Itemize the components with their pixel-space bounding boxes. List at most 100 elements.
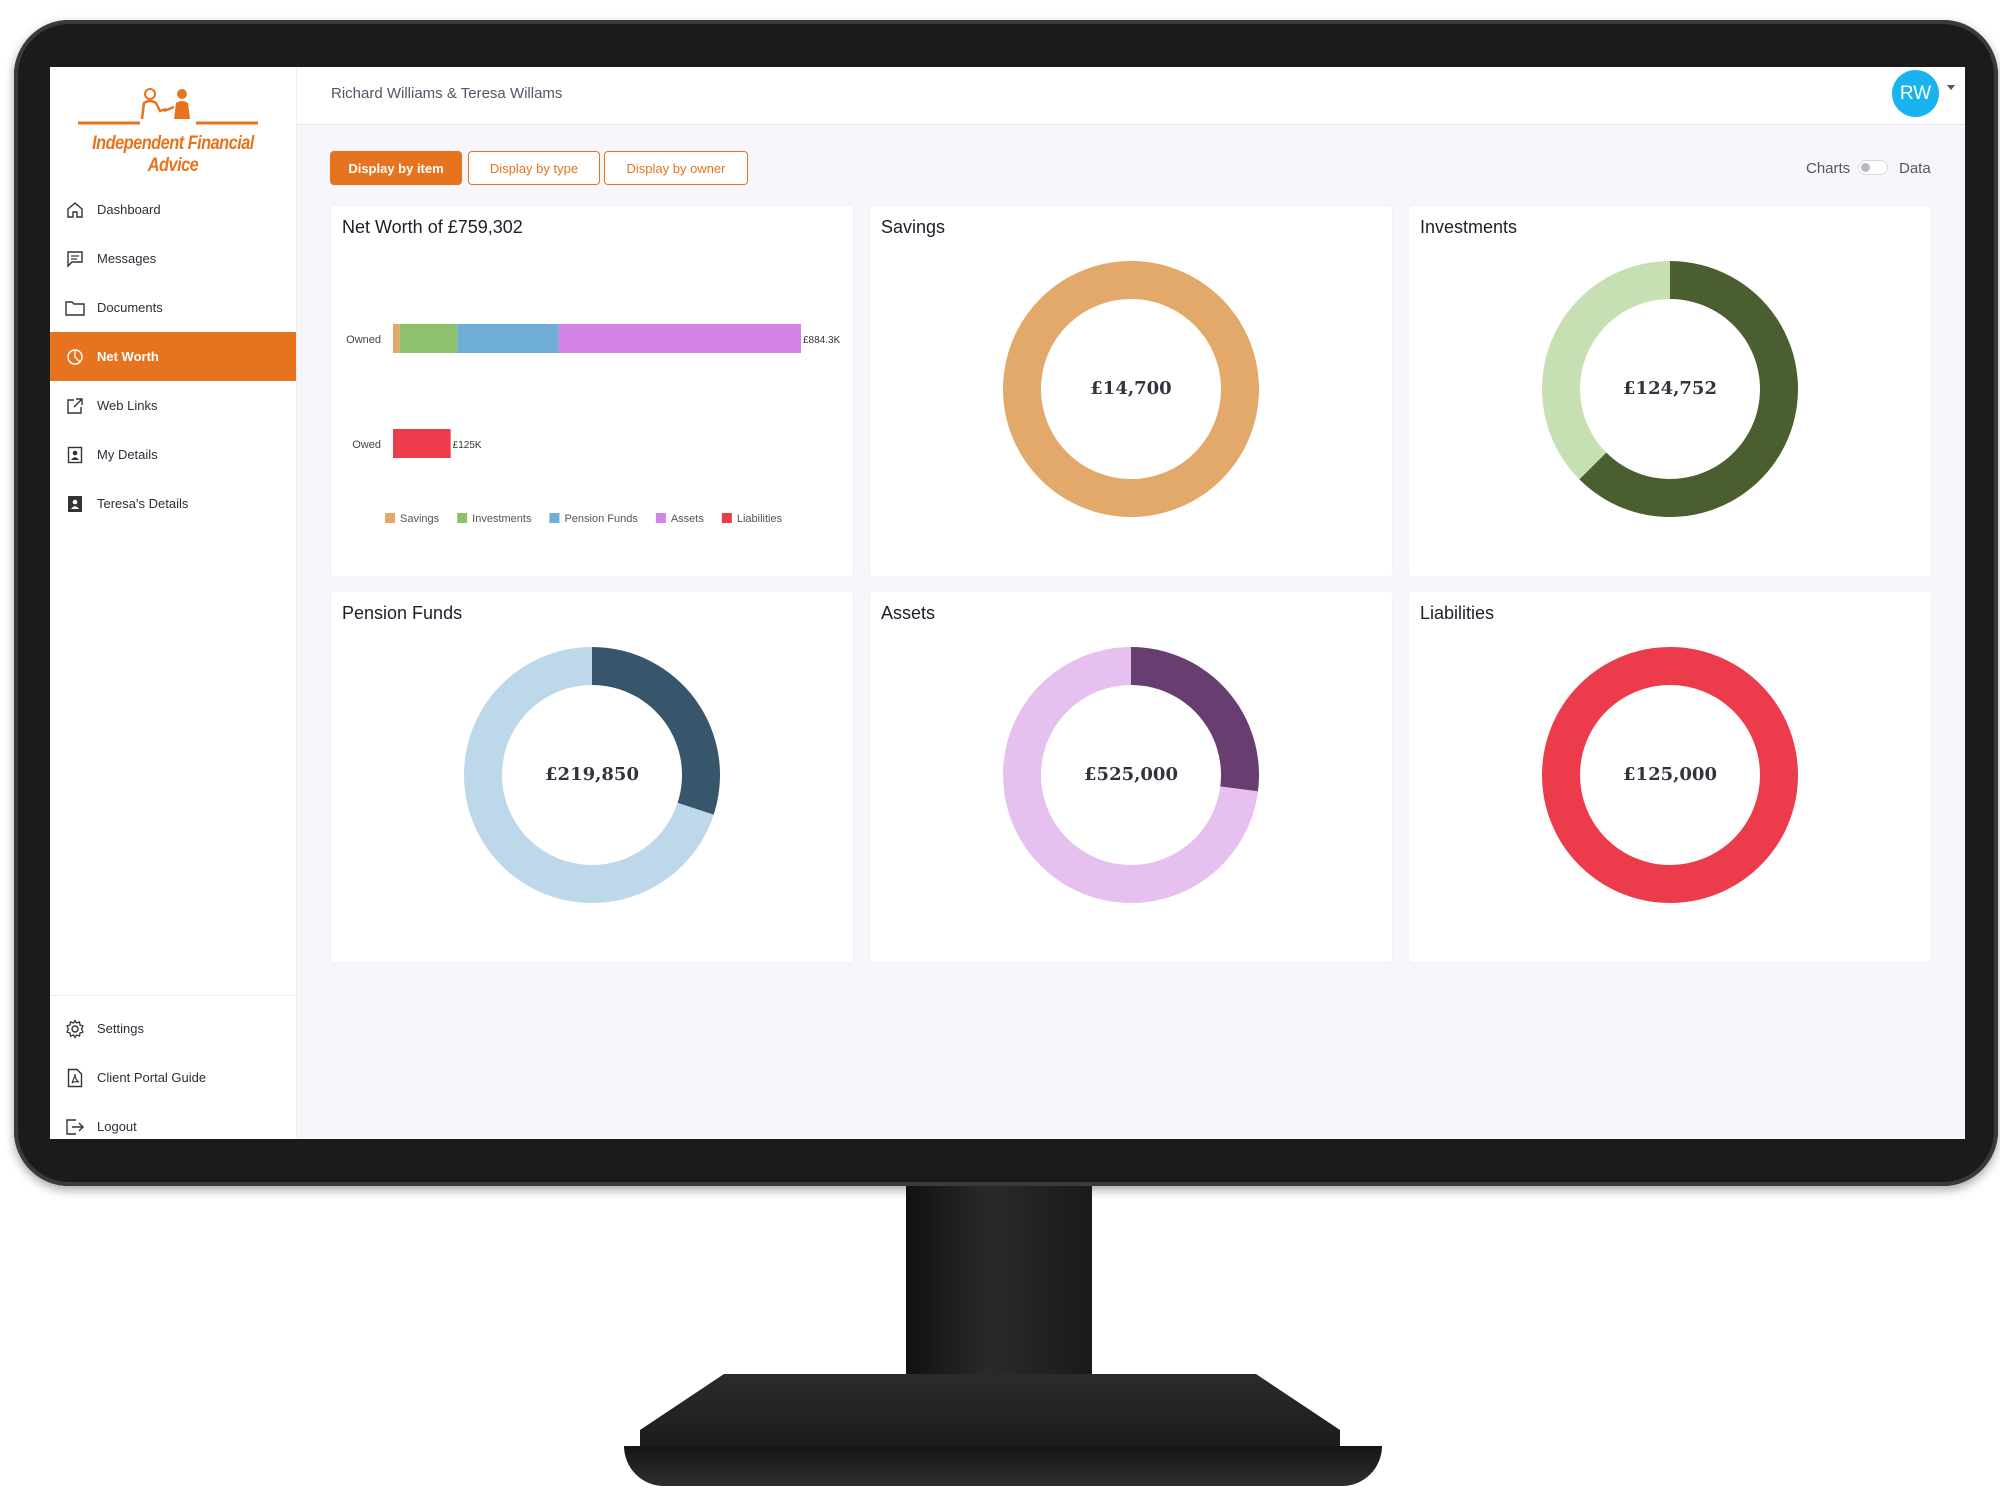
card-title: Investments [1420,217,1518,237]
bar-segment [558,324,801,353]
pdf-icon [64,1067,86,1089]
donut-center-value: £525,000 [1084,764,1178,785]
home-icon [64,199,86,221]
card-title: Net Worth of £759,302 [342,217,523,237]
assets-card: Assets £525,000 [870,592,1392,962]
legend-label: Liabilities [737,513,783,525]
donut-slice-1 [1131,647,1259,792]
donut-center-value: £14,700 [1090,378,1172,399]
savings-card: Savings £14,700 [870,206,1392,576]
liabilities-card: Liabilities £125,000 [1409,592,1931,962]
sidebar-item-client-portal-guide[interactable]: Client Portal Guide [50,1053,296,1102]
card-title: Assets [881,603,936,623]
donut-slice-2 [463,647,714,903]
charts-toggle-label: Charts [1806,160,1851,177]
donut-slice-1 [592,647,720,815]
sidebar: Independent Financial Advice Dashboard M… [50,67,297,1139]
legend-swatch [655,513,666,523]
sidebar-item-label: Messages [97,251,157,266]
sidebar-item-settings[interactable]: Settings [50,1004,296,1053]
donut-center-value: £124,752 [1623,378,1717,399]
legend-label: Assets [671,513,705,525]
pie-chart-icon [64,346,86,368]
legend-swatch [721,513,732,523]
legend-swatch [549,513,560,523]
data-toggle-label: Data [1899,160,1931,177]
sidebar-item-logout[interactable]: Logout [50,1102,296,1139]
card-title: Pension Funds [342,603,463,623]
net-worth-card: Net Worth of £759,302 Owned £884.3K Owed £1… [331,206,853,576]
liabilities-donut-chart [1542,647,1798,903]
legend-label: Investments [472,513,532,525]
sidebar-item-web-links[interactable]: Web Links [50,381,296,430]
user-avatar[interactable]: RW [1892,70,1939,117]
toggle-knob [1861,163,1870,172]
top-bar: Richard Williams & Teresa Willams RW [297,67,1965,125]
sidebar-item-label: Net Worth [97,349,159,364]
legend-swatch [457,513,468,523]
legend-label: Pension Funds [564,513,638,525]
card-title: Liabilities [1420,603,1495,623]
sidebar-item-label: Dashboard [97,202,161,217]
bar-segment [399,324,458,353]
assets-donut-chart [1002,647,1259,903]
contact-card-icon [64,444,86,466]
sidebar-item-label: Documents [97,300,163,315]
legend-label: Savings [400,513,440,525]
display-by-type-button[interactable]: Display by type [468,151,600,185]
contact-card-icon [64,493,86,515]
display-by-item-button[interactable]: Display by item [330,151,462,185]
sidebar-item-net-worth[interactable]: Net Worth [50,332,296,381]
display-by-owner-button[interactable]: Display by owner [604,151,748,185]
sidebar-item-label: Logout [97,1119,137,1134]
sidebar-item-dashboard[interactable]: Dashboard [50,185,296,234]
external-link-icon [64,395,86,417]
sidebar-item-label: Web Links [97,398,158,413]
sidebar-nav: Dashboard Messages Documents Net Worth [50,185,296,528]
bar-data-label: £125K [453,440,482,451]
handshake-logo-icon [78,88,258,125]
savings-donut-chart [1003,261,1259,517]
brand-logo: Independent Financial Advice [50,67,296,187]
sidebar-item-messages[interactable]: Messages [50,234,296,283]
donut-slice-1 [1579,261,1798,517]
bar-segment [393,429,451,458]
sidebar-item-documents[interactable]: Documents [50,283,296,332]
bar-category-label: Owed [352,439,381,451]
donut-slice-2 [1002,647,1258,903]
sidebar-item-label: Client Portal Guide [97,1070,207,1085]
card-title: Savings [881,217,946,237]
message-icon [64,248,86,270]
logout-icon [64,1116,86,1138]
sidebar-item-label: Teresa's Details [97,496,189,511]
donut-center-value: £125,000 [1623,764,1717,785]
bar-category-label: Owned [346,334,381,346]
legend-swatch [385,513,395,523]
bar-data-label: £884.3K [803,335,841,346]
bar-segment [457,324,559,353]
monitor-stand-base [640,1374,1340,1454]
brand-name: Independent Financial Advice [92,133,254,176]
investments-donut-chart [1541,261,1798,517]
sidebar-bottom-nav: Settings Client Portal Guide Logout [50,995,296,1139]
pension-funds-donut-chart [463,647,720,903]
bar-segment [393,324,400,353]
screen: Independent Financial Advice Dashboard M… [50,67,1965,1139]
donut-slice [1003,261,1259,517]
client-name: Richard Williams & Teresa Willams [331,85,563,102]
monitor-stand-foot [624,1446,1382,1486]
gear-icon [64,1018,86,1040]
sidebar-item-label: Settings [97,1021,144,1036]
sidebar-item-label: My Details [97,447,158,462]
charts-data-toggle[interactable] [1858,160,1888,175]
donut-slice-2 [1541,261,1670,480]
sidebar-item-my-details[interactable]: My Details [50,430,296,479]
sidebar-item-teresas-details[interactable]: Teresa's Details [50,479,296,528]
chevron-down-icon[interactable] [1947,85,1955,90]
pension-funds-card: Pension Funds £219,850 [331,592,853,962]
donut-center-value: £219,850 [545,764,639,785]
donut-slice [1542,647,1798,903]
investments-card: Investments £124,752 [1409,206,1931,576]
folder-icon [64,297,86,319]
net-worth-bar-chart: Owned £884.3K Owed £125K Savings Investments P… [346,324,841,525]
